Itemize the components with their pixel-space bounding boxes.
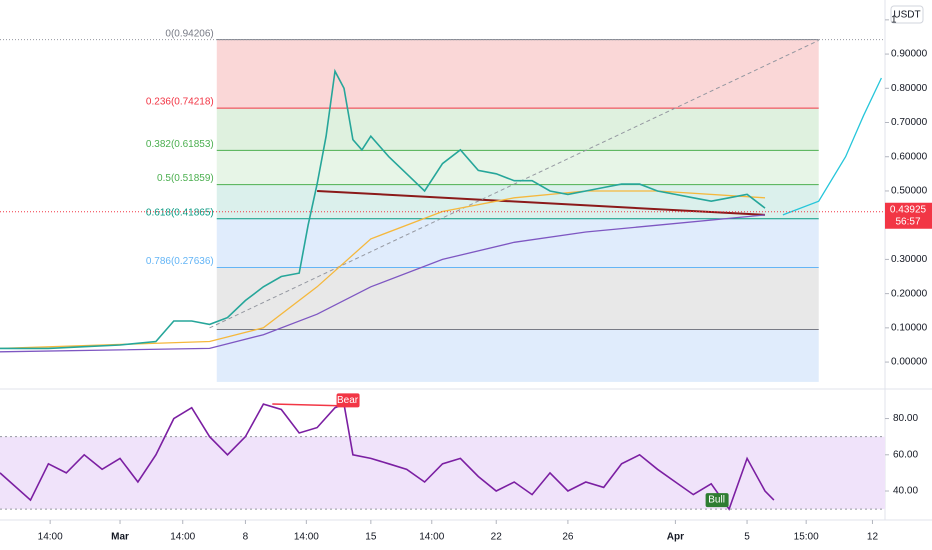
price-line [0, 214, 766, 353]
y-tick-label: 0.60000 [891, 151, 928, 162]
currency-badge[interactable] [890, 5, 924, 24]
x-tick-label: Mar [111, 532, 129, 543]
x-tick-label: 26 [562, 532, 574, 543]
x-tick-label: 8 [243, 532, 249, 543]
fib-zone [216, 218, 819, 268]
y-tick-label: 0.90000 [891, 49, 928, 60]
last-price: 0.43925 [890, 204, 927, 215]
y-tick-label: 0.80000 [891, 83, 928, 94]
rsi-divergence [272, 403, 344, 407]
x-tick-label: 14:00 [38, 532, 63, 543]
rsi-annotation: Bull [708, 495, 725, 506]
rsi-line [0, 402, 775, 511]
y-tick-label: 0.30000 [891, 254, 928, 265]
fib-label: 0.786(0.27636) [146, 256, 214, 267]
y-tick-label: 0.70000 [891, 117, 928, 128]
x-tick-label: 5 [744, 532, 750, 543]
fib-zone [216, 329, 819, 382]
y-tick-label: 1 [891, 14, 897, 25]
y-tick-label: 0.10000 [891, 322, 928, 333]
price-line [782, 77, 882, 216]
fib-label: 0(0.94206) [165, 28, 213, 39]
price-line [0, 190, 766, 350]
fib-zone [216, 267, 819, 330]
x-tick-label: Apr [667, 532, 684, 543]
fib-zone [216, 108, 819, 151]
x-tick-label: 15 [365, 532, 377, 543]
countdown: 56:57 [895, 216, 920, 227]
fib-label: 0.618(0.41865) [146, 207, 214, 218]
x-tick-label: 22 [491, 532, 503, 543]
last-price-tag [885, 202, 932, 229]
y-tick-label: 0.50000 [891, 186, 928, 197]
rsi-y-tick-label: 40.00 [893, 486, 918, 497]
rsi-annotation-box [705, 493, 729, 508]
currency: USDT [893, 10, 920, 21]
fib-zone [216, 150, 819, 185]
x-tick-label: 14:00 [419, 532, 444, 543]
rsi-y-tick-label: 60.00 [893, 449, 918, 460]
fib-label: 0.382(0.61853) [146, 139, 214, 150]
x-tick-label: 15:00 [794, 532, 819, 543]
y-tick-label: 0.00000 [891, 357, 928, 368]
rsi-band [0, 436, 885, 510]
y-tick-label: 0.20000 [891, 288, 928, 299]
rsi-y-tick-label: 80.00 [893, 413, 918, 424]
rsi-annotation-box [336, 393, 360, 408]
rsi-annotation: Bear [337, 395, 359, 406]
x-tick-label: 14:00 [294, 532, 319, 543]
trendline [317, 189, 766, 216]
x-tick-label: 12 [867, 532, 879, 543]
x-tick-label: 14:00 [170, 532, 195, 543]
fib-zone [216, 39, 819, 109]
price-line [0, 68, 766, 350]
trendline [209, 39, 819, 329]
fib-label: 0.5(0.51859) [157, 173, 214, 184]
fib-label: 0.236(0.74218) [146, 97, 214, 108]
